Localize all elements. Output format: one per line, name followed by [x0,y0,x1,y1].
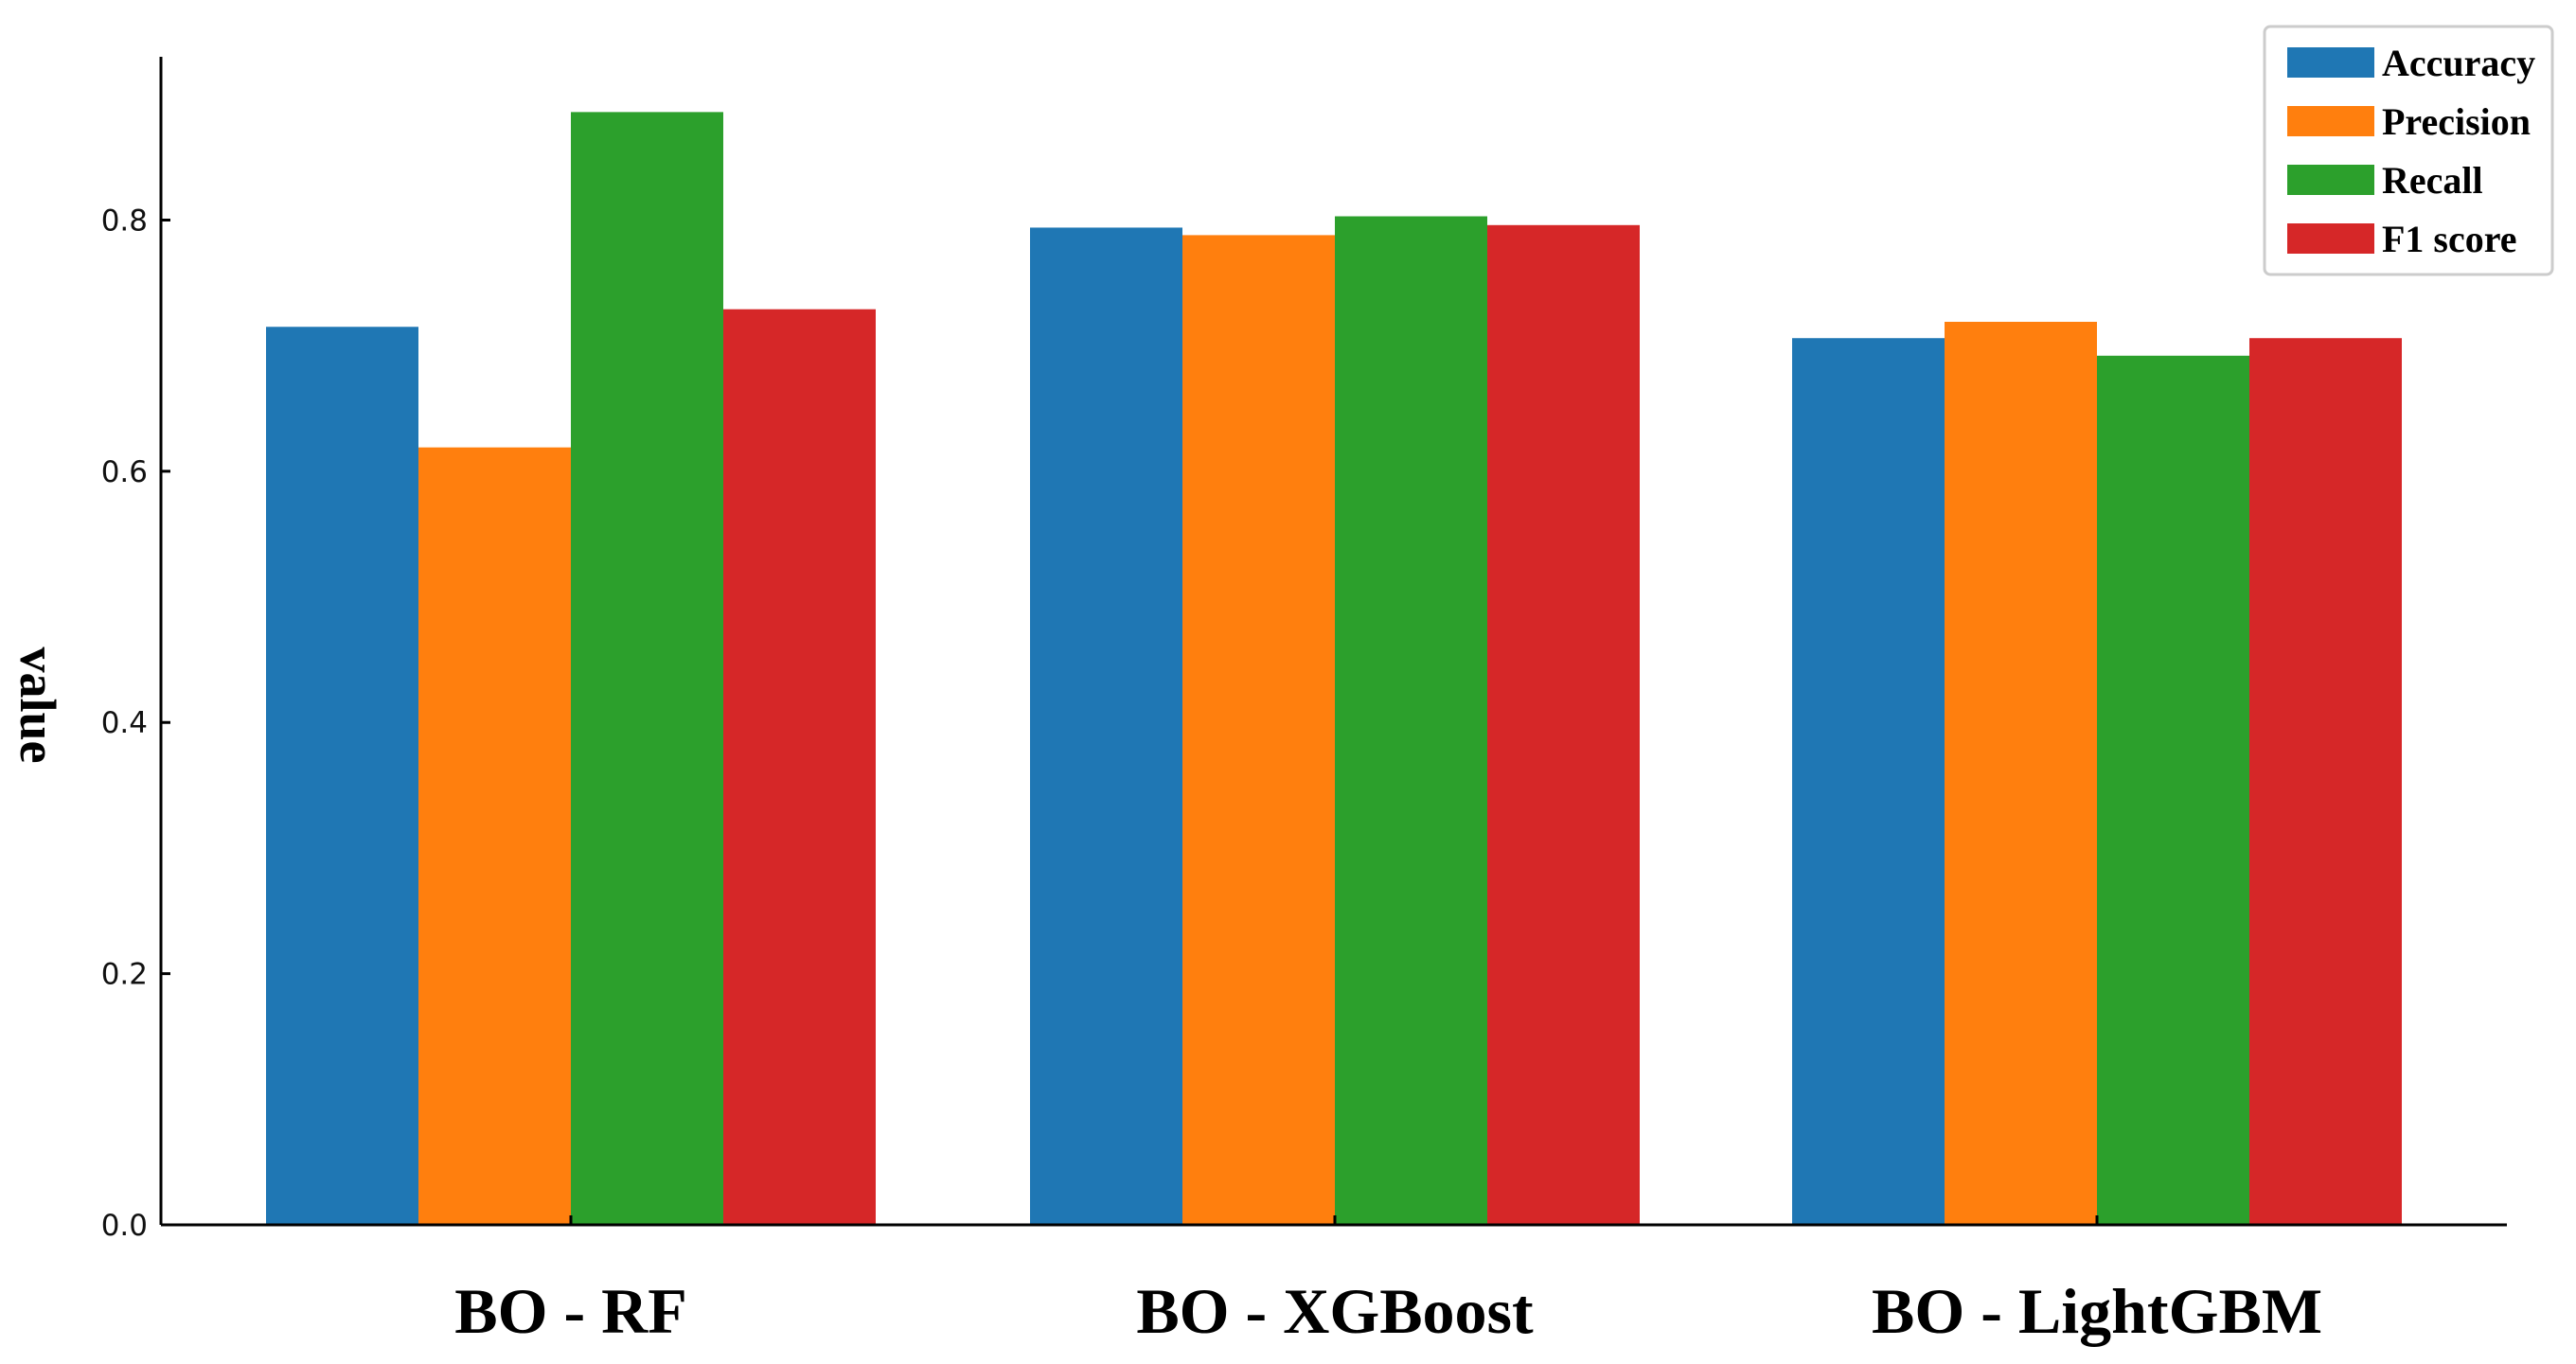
x-ticks-group: BO - RF BO - XGBoost BO - LightGBM [454,1215,2322,1347]
legend-label-f1-score: F1 score [2382,218,2517,260]
legend-label-precision: Precision [2382,100,2531,143]
y-tick-label-0: 0.0 [101,1209,148,1243]
bar-f1-score-0 [723,309,876,1225]
bar-precision-0 [418,447,571,1225]
x-category-label-0: BO - RF [454,1275,687,1347]
x-category-label-1: BO - XGBoost [1136,1275,1534,1347]
bar-precision-1 [1182,235,1335,1225]
bar-precision-2 [1945,321,2097,1225]
y-ticks-group: 0.0 0.2 0.4 0.6 0.8 [101,204,170,1243]
legend-label-accuracy: Accuracy [2382,42,2535,84]
bar-f1-score-2 [2249,338,2402,1225]
legend: Accuracy Precision Recall F1 score [2263,25,2554,276]
bar-accuracy-0 [266,327,418,1226]
legend-swatch-recall [2287,165,2374,195]
bars-group [266,112,2402,1226]
y-tick-label-2: 0.4 [101,706,148,740]
bar-f1-score-1 [1487,224,1640,1226]
y-tick-label-3: 0.6 [101,455,148,489]
legend-swatch-accuracy [2287,47,2374,78]
bar-accuracy-2 [1792,338,1945,1225]
legend-box [2263,25,2554,276]
y-tick-label-4: 0.8 [101,204,148,238]
bar-accuracy-1 [1030,227,1182,1225]
bar-recall-1 [1335,216,1487,1226]
bar-recall-0 [571,112,723,1225]
y-axis-title: value [9,647,66,763]
x-category-label-2: BO - LightGBM [1872,1275,2322,1347]
y-tick-label-1: 0.2 [101,958,148,992]
legend-label-recall: Recall [2382,159,2483,202]
bar-recall-2 [2097,355,2249,1225]
legend-swatch-precision [2287,106,2374,136]
legend-swatch-f1-score [2287,223,2374,254]
